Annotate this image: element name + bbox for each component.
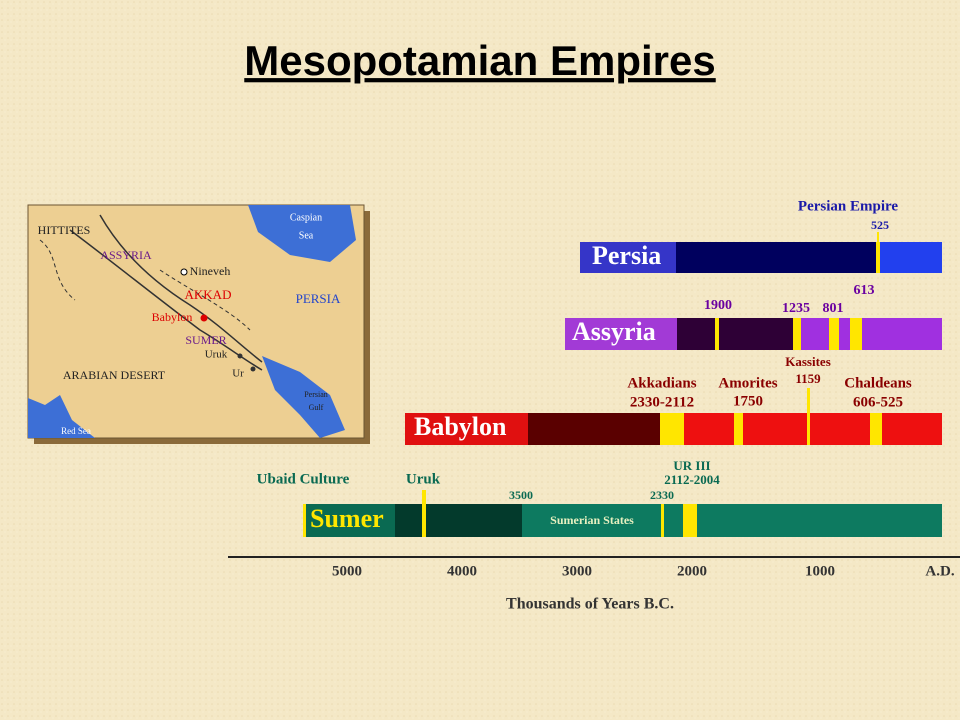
marker bbox=[807, 388, 810, 445]
annotation: 3500 bbox=[509, 488, 533, 502]
row-name: Persia bbox=[592, 241, 661, 270]
annotation: Persian Empire bbox=[798, 198, 898, 214]
city-dot bbox=[180, 268, 188, 276]
axis-tick-label: 2000 bbox=[677, 563, 707, 579]
map-label: Nineveh bbox=[190, 264, 231, 278]
marker bbox=[734, 413, 743, 445]
marker bbox=[793, 318, 801, 350]
annotation: 2330 bbox=[650, 488, 674, 502]
row-name: Sumer bbox=[310, 504, 384, 533]
marker bbox=[829, 318, 839, 350]
row-name: Assyria bbox=[572, 317, 656, 346]
axis-tick-label: A.D. bbox=[925, 563, 954, 579]
annotation: 613 bbox=[854, 283, 875, 298]
axis-tick-label: 3000 bbox=[562, 563, 592, 579]
period-bar bbox=[676, 242, 878, 273]
borders bbox=[39, 239, 251, 331]
map-label: Red Sea bbox=[61, 426, 91, 436]
marker bbox=[660, 413, 684, 445]
annotation: 801 bbox=[823, 301, 844, 316]
annotation: Sumerian States bbox=[550, 513, 634, 527]
city-dot bbox=[250, 366, 256, 372]
marker bbox=[303, 504, 306, 537]
period-bar bbox=[528, 413, 660, 445]
map-label: Caspian bbox=[290, 212, 322, 223]
timeline bbox=[228, 232, 960, 558]
city-dot bbox=[200, 314, 208, 322]
annotation: 2330-2112 bbox=[630, 394, 694, 410]
row-label-box bbox=[303, 504, 395, 537]
axis-label: Thousands of Years B.C. bbox=[506, 596, 674, 613]
map-label: ASSYRIA bbox=[100, 248, 152, 262]
map-label: ARABIAN DESERT bbox=[63, 368, 166, 382]
marker bbox=[876, 242, 880, 273]
annotation: 525 bbox=[871, 218, 889, 232]
map-label: SUMER bbox=[185, 333, 226, 347]
annotation: UR III bbox=[673, 458, 710, 473]
annotation: 606-525 bbox=[853, 394, 903, 410]
annotation: Ubaid Culture bbox=[257, 471, 350, 487]
map-label: AKKAD bbox=[185, 287, 232, 302]
annotation: Kassites bbox=[785, 354, 831, 369]
annotation: Amorites bbox=[718, 375, 777, 391]
map-label: Persian bbox=[304, 390, 328, 399]
map-label: Ur bbox=[232, 368, 244, 380]
marker bbox=[715, 318, 719, 350]
annotation: Akkadians bbox=[627, 375, 696, 391]
red-sea bbox=[28, 395, 95, 438]
period-bar bbox=[522, 504, 942, 537]
annotation: Chaldeans bbox=[844, 375, 912, 391]
period-bar bbox=[677, 318, 794, 350]
annotation: 1159 bbox=[795, 371, 821, 386]
marker bbox=[422, 490, 426, 537]
annotation: 1750 bbox=[733, 393, 763, 409]
annotation: 1900 bbox=[704, 298, 732, 313]
map bbox=[27, 204, 370, 444]
period-bar bbox=[684, 413, 942, 445]
map-label: Sea bbox=[299, 230, 314, 241]
axis-tick-label: 4000 bbox=[447, 563, 477, 579]
map-label: PERSIA bbox=[296, 291, 341, 306]
period-bar bbox=[794, 318, 942, 350]
persian-gulf bbox=[262, 356, 345, 438]
marker bbox=[870, 413, 882, 445]
row-label-box bbox=[565, 318, 677, 350]
row-label-box bbox=[405, 413, 528, 445]
marker bbox=[683, 504, 697, 537]
city-dot bbox=[237, 353, 243, 359]
marker bbox=[850, 318, 862, 350]
annotation: Uruk bbox=[406, 471, 441, 487]
caspian-sea bbox=[248, 205, 356, 262]
slide-title: Mesopotamian Empires bbox=[244, 37, 715, 84]
annotation: 2112-2004 bbox=[664, 472, 720, 487]
period-bar bbox=[395, 504, 522, 537]
row-label-box bbox=[580, 242, 676, 273]
annotation: 1235 bbox=[782, 301, 810, 316]
map-label: Gulf bbox=[309, 403, 324, 412]
period-bar bbox=[880, 242, 942, 273]
map-label: HITTITES bbox=[38, 223, 91, 237]
axis-tick-label: 5000 bbox=[332, 563, 362, 579]
map-label: Babylon bbox=[152, 310, 193, 324]
row-name: Babylon bbox=[414, 412, 507, 441]
axis-tick-label: 1000 bbox=[805, 563, 835, 579]
marker bbox=[661, 504, 664, 537]
map-label: Uruk bbox=[205, 349, 228, 361]
